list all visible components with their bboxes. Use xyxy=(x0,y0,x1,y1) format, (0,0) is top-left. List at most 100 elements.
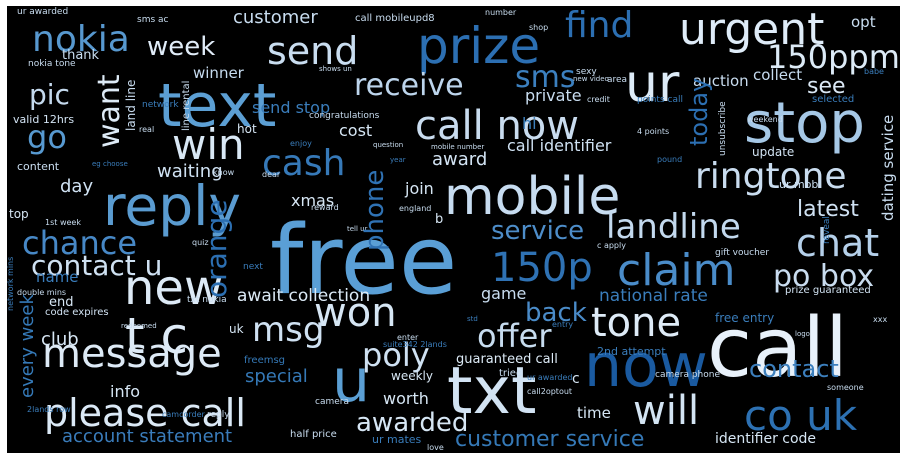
cloud-word: call now xyxy=(415,103,579,149)
cloud-word: name xyxy=(36,268,79,286)
cloud-word: offer xyxy=(477,317,552,355)
cloud-word: phone xyxy=(360,169,390,251)
cloud-word: cash xyxy=(262,143,346,184)
cloud-word: xxx xyxy=(873,315,888,324)
cloud-word: area xyxy=(607,75,628,85)
cloud-word: club xyxy=(41,329,79,350)
cloud-word: service xyxy=(491,216,585,246)
cloud-word: await collection xyxy=(237,286,371,306)
cloud-word: enjoy xyxy=(290,139,312,148)
cloud-word: chat xyxy=(796,221,880,265)
cloud-word: customer service xyxy=(455,427,645,452)
cloud-word: reply xyxy=(207,410,230,420)
cloud-word: c xyxy=(572,371,580,387)
cloud-word: network mins xyxy=(7,256,15,311)
cloud-word: collect xyxy=(753,66,803,84)
cloud-word: day xyxy=(60,176,94,197)
cloud-word: new xyxy=(124,260,224,316)
cloud-word: question xyxy=(373,141,404,149)
cloud-word: 2lands row xyxy=(27,405,71,414)
cloud-word: urgent xyxy=(679,6,825,55)
cloud-word: 150ppm xyxy=(767,38,900,76)
cloud-word: landline xyxy=(606,207,741,247)
cloud-word: weekend xyxy=(747,115,783,124)
cloud-word: mobile number xyxy=(431,143,485,151)
cloud-word: new video xyxy=(573,75,609,83)
cloud-word: special xyxy=(245,366,308,387)
cloud-word: latest xyxy=(797,197,859,222)
cloud-word: auction xyxy=(693,72,749,90)
cloud-word: game xyxy=(481,284,527,303)
cloud-word: week xyxy=(147,32,216,62)
cloud-word: weekly xyxy=(391,369,433,383)
cloud-word: nokia tone xyxy=(28,59,76,69)
cloud-word: contact xyxy=(749,355,839,383)
cloud-word: dating service xyxy=(879,114,897,221)
cloud-word: double mins xyxy=(17,288,67,297)
cloud-word: win xyxy=(172,120,245,169)
cloud-word: t c xyxy=(125,307,188,365)
cloud-word: awarded xyxy=(356,408,469,438)
cloud-word: call xyxy=(707,301,848,396)
cloud-word: thank xyxy=(62,48,100,63)
cloud-word: send stop xyxy=(252,98,331,117)
cloud-word: logo xyxy=(795,330,810,338)
cloud-word: real xyxy=(139,125,155,134)
cloud-word: selected xyxy=(812,94,855,105)
cloud-word: suite342 2lands xyxy=(383,340,447,349)
word-cloud: free call mobile text now txt reply stop ur new me… xyxy=(7,6,900,453)
cloud-word: camera phone xyxy=(655,370,721,380)
cloud-word: xmas xyxy=(291,191,335,210)
cloud-word: tell ur xyxy=(347,225,368,233)
cloud-word: hi xyxy=(522,114,537,133)
cloud-word: 2nd attempt xyxy=(597,345,666,358)
cloud-word: tone xyxy=(591,300,682,346)
cloud-word: cost xyxy=(339,121,373,140)
cloud-word: u xyxy=(332,346,371,416)
cloud-word: camera xyxy=(315,397,349,407)
cloud-word: love xyxy=(427,443,444,452)
cloud-word: call2optout xyxy=(527,387,573,396)
cloud-word: know xyxy=(213,168,235,177)
cloud-word: gift voucher xyxy=(715,248,770,258)
cloud-word: camcorder xyxy=(162,410,205,419)
cloud-word: babe xyxy=(864,67,884,76)
cloud-word: content xyxy=(17,160,60,173)
cloud-word: mobile xyxy=(444,167,621,227)
cloud-word: network xyxy=(142,100,179,110)
cloud-word: poly xyxy=(362,336,430,374)
cloud-word: waiting xyxy=(157,161,223,182)
cloud-word: reveal xyxy=(822,216,832,244)
cloud-word: message xyxy=(42,331,222,377)
cloud-word: congratulations xyxy=(309,111,380,121)
cloud-word: land line xyxy=(124,79,138,131)
cloud-word: uk xyxy=(229,322,244,336)
cloud-word: next xyxy=(243,262,263,272)
cloud-word: freemsg xyxy=(244,355,286,366)
cloud-word: stop xyxy=(744,91,865,156)
cloud-word: back xyxy=(525,298,587,328)
cloud-word: time xyxy=(577,404,611,422)
cloud-word: year xyxy=(390,156,406,164)
cloud-word: co uk xyxy=(744,391,858,440)
cloud-word: worth xyxy=(383,389,429,408)
cloud-word: prize xyxy=(417,17,541,75)
cloud-word: private xyxy=(525,86,582,105)
cloud-word: someone xyxy=(827,383,864,392)
cloud-word: credit xyxy=(587,95,610,104)
cloud-word: join xyxy=(405,179,434,198)
cloud-word: chance xyxy=(22,224,138,262)
cloud-word: quiz xyxy=(192,238,209,247)
cloud-word: national rate xyxy=(599,286,708,306)
cloud-word: pound xyxy=(657,155,683,164)
cloud-word: line rental xyxy=(181,80,192,131)
cloud-word: guaranteed call xyxy=(456,352,558,367)
cloud-word: shop xyxy=(529,23,549,32)
cloud-word: want xyxy=(92,74,127,148)
cloud-word: sms ac xyxy=(137,15,169,25)
cloud-word: b xyxy=(435,212,444,227)
cloud-word: award xyxy=(432,149,488,170)
cloud-word: 4 points xyxy=(637,127,670,136)
cloud-word: code expires xyxy=(45,307,109,318)
cloud-word: dear xyxy=(262,170,281,179)
